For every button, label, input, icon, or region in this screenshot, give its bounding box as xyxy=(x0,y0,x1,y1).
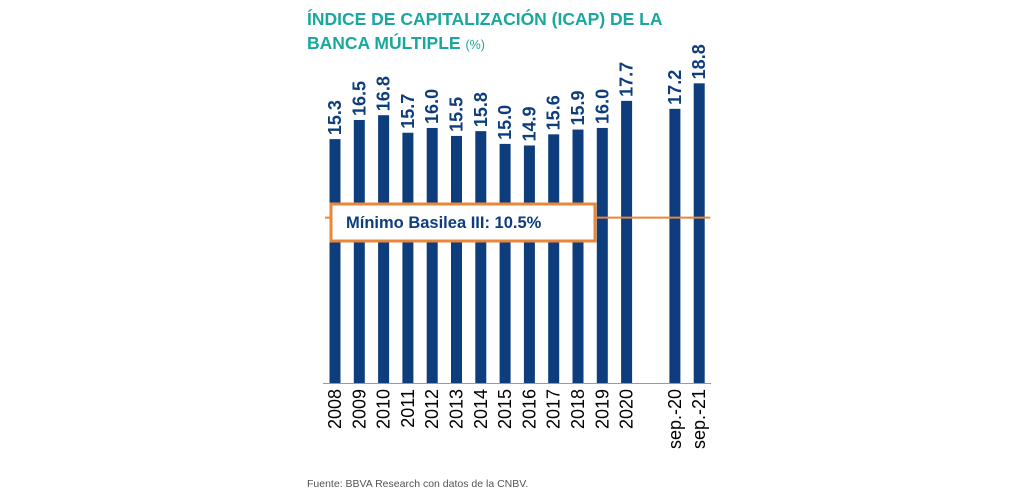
bar-value-label: 16.8 xyxy=(374,76,394,111)
bar-value-label: 17.7 xyxy=(617,62,637,97)
x-tick-label: 2012 xyxy=(422,389,442,429)
bar-2015 xyxy=(499,143,511,383)
bar-2020 xyxy=(621,100,633,383)
bar-2010 xyxy=(378,115,390,383)
bar-value-label: 15.5 xyxy=(447,97,467,132)
bar-value-label: 16.0 xyxy=(422,89,442,124)
bar-2017 xyxy=(548,134,560,383)
bar-2009 xyxy=(353,119,365,383)
bar-2012 xyxy=(426,127,438,383)
x-tick-labels-group: 2008 2009 2010 2011 2012 2013 2014 2015 2016 2017… xyxy=(325,389,709,449)
x-tick-label: 2015 xyxy=(495,389,515,429)
bar-sep.-20 xyxy=(669,108,681,383)
bar-value-label: 18.8 xyxy=(689,44,709,79)
bar-2013 xyxy=(451,135,462,383)
bar-value-label: 16.0 xyxy=(592,89,612,124)
bar-value-label: 15.3 xyxy=(325,100,345,135)
x-tick-label: 2010 xyxy=(374,389,394,429)
bar-2016 xyxy=(523,145,535,383)
reference-annotation-label: Mínimo Basilea III: 10.5% xyxy=(346,214,542,232)
x-tick-label: 2008 xyxy=(325,389,345,429)
chart-title-line1: ÍNDICE DE CAPITALIZACIÓN (ICAP) DE LA xyxy=(307,9,663,29)
bar-2011 xyxy=(402,132,414,383)
x-tick-label: 2017 xyxy=(544,389,564,429)
bar-value-label: 15.7 xyxy=(398,94,418,129)
bar-value-label: 16.5 xyxy=(349,81,369,116)
x-tick-label: 2019 xyxy=(592,389,612,429)
bar-value-label: 15.6 xyxy=(544,95,564,130)
x-tick-label: 2013 xyxy=(447,389,467,429)
x-tick-label: 2009 xyxy=(349,389,369,429)
bar-value-label: 15.9 xyxy=(568,91,588,126)
x-tick-label: sep.-21 xyxy=(689,389,709,449)
chart-title-line2: BANCA MÚLTIPLE xyxy=(307,33,461,53)
bar-value-label: 15.8 xyxy=(471,92,491,127)
bar-2014 xyxy=(475,131,487,383)
bar-value-label: 15.0 xyxy=(495,105,515,140)
bar-2019 xyxy=(596,127,608,383)
source-note: Fuente: BBVA Research con datos de la CN… xyxy=(307,478,529,490)
x-tick-label: 2018 xyxy=(568,389,588,429)
chart-title-unit: (%) xyxy=(465,38,485,52)
x-tick-label: sep.-20 xyxy=(665,389,685,449)
x-tick-label: 2020 xyxy=(617,389,637,429)
bar-2018 xyxy=(572,129,584,383)
bar-value-label: 17.2 xyxy=(665,70,685,105)
bar-2008 xyxy=(329,139,341,383)
x-tick-label: 2016 xyxy=(519,389,539,429)
bars-group xyxy=(329,83,705,384)
chart-title: ÍNDICE DE CAPITALIZACIÓN (ICAP) DE LA BA… xyxy=(307,7,727,57)
value-labels-group: 15.316.5 16.815.7 16.0 15.5 15.8 15.0 14.9 15.6… xyxy=(325,44,709,141)
bar-sep.-21 xyxy=(693,83,705,384)
reference-annotation-box xyxy=(329,202,597,243)
x-tick-label: 2011 xyxy=(398,389,418,428)
bar-value-label: 14.9 xyxy=(519,106,539,141)
x-tick-label: 2014 xyxy=(471,389,491,429)
